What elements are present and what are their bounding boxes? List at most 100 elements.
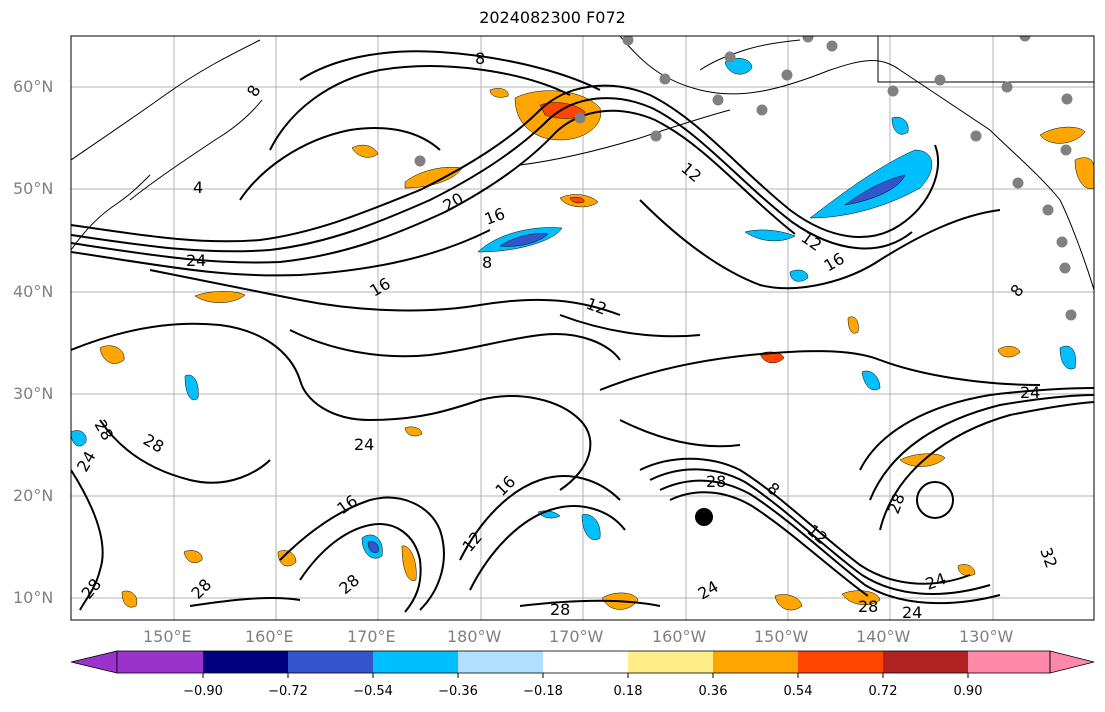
station-dot bbox=[574, 112, 586, 124]
station-dot bbox=[1012, 177, 1024, 189]
colorbar-label: 0.54 bbox=[783, 684, 813, 699]
colorbar-extend-low bbox=[70, 650, 118, 674]
contour-12-mid bbox=[469, 505, 626, 591]
colorbar-label: −0.18 bbox=[523, 684, 563, 699]
station-dot bbox=[724, 51, 736, 63]
station-dot bbox=[781, 69, 793, 81]
fill-patch-n bbox=[71, 430, 87, 447]
fill-patch-h bbox=[1039, 126, 1086, 144]
colorbar-bin bbox=[203, 651, 288, 673]
fill-patch-v bbox=[401, 545, 417, 581]
fill-patch-d-core bbox=[499, 233, 549, 247]
station-dots bbox=[414, 36, 1077, 321]
fill-patch-z bbox=[789, 269, 809, 282]
lon-label-160w: 160°W bbox=[652, 627, 707, 646]
colorbar bbox=[70, 650, 1095, 678]
colorbar-bin bbox=[883, 651, 968, 673]
coastlines bbox=[71, 36, 1094, 291]
contour-label: 24 bbox=[1020, 383, 1040, 402]
colorbar-label: −0.72 bbox=[268, 684, 308, 699]
colorbar-bin bbox=[713, 651, 798, 673]
fill-patch-w bbox=[277, 550, 297, 567]
colorbar-bin bbox=[543, 651, 628, 673]
colorbar-bin bbox=[458, 651, 543, 673]
lon-label-150w: 150°W bbox=[754, 627, 809, 646]
fill-patch-bering-core bbox=[539, 102, 586, 119]
contour-east-closed bbox=[916, 481, 954, 519]
coast-alaska bbox=[619, 36, 1094, 291]
fill-patch-aa bbox=[759, 351, 785, 364]
colorbar-label: −0.36 bbox=[438, 684, 478, 699]
contour-label: 4 bbox=[193, 178, 203, 197]
colorbar-bin bbox=[628, 651, 713, 673]
contour-8-east bbox=[599, 350, 1041, 391]
fill-patch-ag bbox=[121, 590, 138, 608]
fill-patch-e bbox=[809, 149, 933, 219]
contour-16-east bbox=[639, 199, 1001, 290]
contour-label: 24 bbox=[902, 603, 922, 622]
fill-patch-ah bbox=[183, 550, 203, 563]
contour-jet-2 bbox=[71, 97, 913, 253]
border-alaska-canada bbox=[877, 36, 1094, 83]
contour-label: 24 bbox=[186, 251, 206, 270]
fill-patch-e-core bbox=[844, 174, 906, 206]
lon-label-180w: 180°W bbox=[447, 627, 502, 646]
fill-patch-l bbox=[184, 374, 199, 401]
contour-30n bbox=[71, 322, 592, 491]
contour-label: 28 bbox=[858, 597, 878, 616]
lon-label-130w: 130°W bbox=[959, 627, 1014, 646]
fill-patch-a bbox=[489, 88, 509, 98]
colorbar-frame bbox=[116, 650, 1051, 674]
fill-patch-p bbox=[581, 514, 601, 540]
station-dot bbox=[1059, 262, 1071, 274]
contour-north-arc bbox=[299, 50, 601, 91]
station-dot bbox=[826, 40, 838, 52]
colorbar-extend-high bbox=[1049, 650, 1095, 674]
lat-label-20n: 20°N bbox=[13, 486, 54, 505]
station-dot bbox=[1061, 93, 1073, 105]
fill-patch-x bbox=[957, 564, 976, 576]
lon-label-140w: 140°W bbox=[856, 627, 911, 646]
contour-28-south bbox=[189, 596, 301, 607]
fill-patch-c-core bbox=[569, 196, 585, 204]
coast-aleutians bbox=[519, 109, 731, 166]
station-dot bbox=[1001, 81, 1013, 93]
coast-japan bbox=[71, 174, 151, 251]
station-dot bbox=[802, 36, 814, 43]
contour-28-west bbox=[99, 419, 271, 484]
contour-jet-outer bbox=[71, 84, 940, 243]
contour-12-sw bbox=[299, 523, 422, 613]
fill-patch-ab bbox=[744, 229, 796, 242]
colorbar-label: 0.90 bbox=[953, 684, 983, 699]
contour-16-sw bbox=[279, 496, 445, 611]
contour-label: 28 bbox=[706, 472, 726, 491]
contour-label: 24 bbox=[354, 435, 374, 454]
contour-12-central bbox=[559, 314, 701, 338]
fill-patch-f bbox=[891, 116, 909, 135]
fill-patch-y bbox=[997, 346, 1021, 358]
fill-patch-ad bbox=[404, 426, 423, 437]
lat-label-10n: 10°N bbox=[13, 588, 54, 607]
lat-label-30n: 30°N bbox=[13, 384, 54, 403]
fill-patch-u bbox=[861, 370, 881, 391]
contour-typhoon-4 bbox=[669, 491, 869, 597]
colorbar-label: −0.90 bbox=[183, 684, 223, 699]
contour-north-arc-2 bbox=[269, 65, 571, 151]
contour-jet-4 bbox=[71, 229, 491, 277]
map-area: 8 12 8 4 24 20 16 8 12 16 12 16 8 28 28 … bbox=[71, 36, 1094, 622]
station-dot bbox=[756, 104, 768, 116]
station-dot bbox=[934, 74, 946, 86]
colorbar-bin bbox=[117, 651, 203, 673]
filled-contours bbox=[71, 57, 1094, 611]
fill-patch-ac bbox=[847, 316, 859, 334]
coast-kamchatka bbox=[71, 39, 261, 161]
station-dot bbox=[712, 94, 724, 106]
fill-patch-k bbox=[99, 345, 125, 364]
station-dot bbox=[414, 155, 426, 167]
contour-lines bbox=[71, 50, 1094, 613]
map-frame bbox=[70, 35, 1095, 621]
lat-label-60n: 60°N bbox=[13, 77, 54, 96]
fill-patch-o-core bbox=[367, 541, 379, 553]
coast-alaska-inner bbox=[699, 39, 801, 71]
map-title: 2024082300 F072 bbox=[479, 8, 626, 27]
